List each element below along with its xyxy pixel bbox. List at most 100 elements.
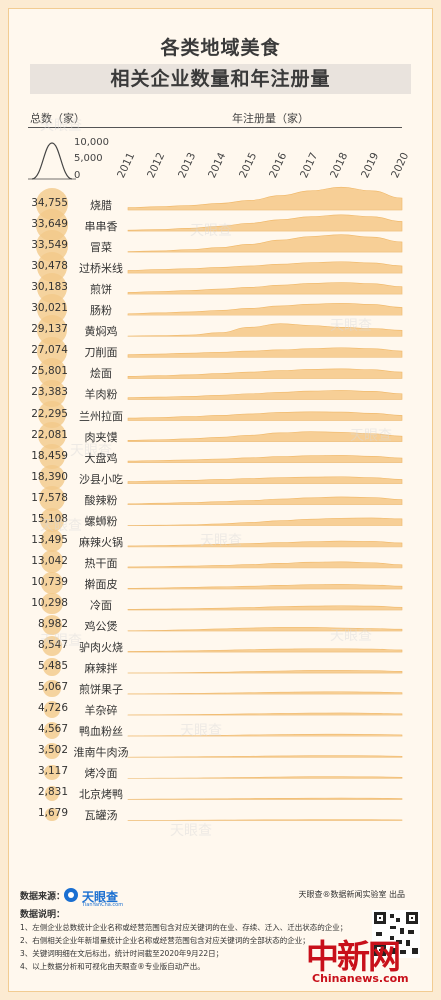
row-name: 北京烤鸭 bbox=[79, 788, 123, 802]
watermark-text: 天眼查 bbox=[40, 633, 82, 649]
total-bubble bbox=[40, 550, 64, 574]
watermark-text: 天眼查 bbox=[350, 428, 392, 444]
row-total: 13,042 bbox=[31, 554, 68, 567]
watermark-text: 天眼查 bbox=[170, 823, 212, 839]
row-total: 5,067 bbox=[37, 681, 68, 694]
row-total: 8,547 bbox=[37, 639, 68, 652]
row-total: 23,383 bbox=[31, 386, 68, 399]
total-header: 总数（家） bbox=[30, 112, 85, 125]
total-bubble bbox=[43, 700, 61, 718]
row-name: 烩面 bbox=[90, 367, 112, 381]
row-total: 30,021 bbox=[31, 302, 68, 315]
series-area bbox=[127, 214, 403, 232]
chinanews-url: Chinanews.com bbox=[312, 972, 409, 985]
series-area bbox=[127, 584, 403, 590]
note-line-3: 3、关键词明细在文后标出，统计时间截至2020年9月22日； bbox=[20, 949, 224, 958]
notes-title: 数据说明： bbox=[20, 910, 66, 920]
series-area bbox=[127, 455, 403, 463]
row-total: 22,081 bbox=[31, 428, 68, 441]
row-name: 肠粉 bbox=[90, 304, 112, 318]
watermark-text: 天眼查 bbox=[40, 118, 82, 134]
row-total: 10,739 bbox=[31, 575, 68, 588]
row-total: 18,459 bbox=[31, 449, 68, 462]
row-total: 17,578 bbox=[31, 491, 68, 504]
total-bubble bbox=[39, 486, 65, 512]
row-name: 煎饼果子 bbox=[79, 683, 123, 697]
row-total: 25,801 bbox=[31, 365, 68, 378]
total-bubble bbox=[44, 743, 60, 760]
series-area bbox=[127, 234, 403, 253]
row-total: 22,295 bbox=[31, 407, 68, 420]
total-bubble bbox=[41, 614, 63, 636]
row-total: 4,726 bbox=[37, 702, 68, 715]
row-name: 沙县小吃 bbox=[79, 472, 123, 486]
total-bubble bbox=[43, 721, 61, 739]
row-name: 烧腊 bbox=[90, 199, 112, 212]
row-name: 鸡公煲 bbox=[84, 620, 118, 633]
row-name: 黄焖鸡 bbox=[84, 325, 118, 339]
chart-title-line2: 相关企业数量和年注册量 bbox=[30, 64, 411, 94]
row-total: 27,074 bbox=[31, 344, 68, 357]
row-total: 34,755 bbox=[31, 197, 68, 209]
legend-label-0: 0 bbox=[74, 170, 81, 181]
chart-title-line1: 各类地域美食 bbox=[160, 37, 281, 59]
tianyancha-logo-icon bbox=[64, 888, 78, 902]
series-area bbox=[127, 261, 403, 274]
watermark-text: 天眼查 bbox=[200, 533, 242, 549]
row-name: 螺蛳粉 bbox=[84, 514, 118, 528]
total-bubble bbox=[41, 572, 63, 594]
row-name: 冷面 bbox=[90, 598, 112, 612]
credit-text: 天眼查®数据新闻实验室 出品 bbox=[298, 890, 405, 899]
source-label: 数据来源： bbox=[20, 892, 66, 902]
row-total: 18,390 bbox=[31, 470, 68, 483]
series-area bbox=[127, 712, 403, 716]
series-area bbox=[127, 302, 403, 316]
series-area bbox=[127, 540, 403, 548]
row-name: 烤冷面 bbox=[84, 767, 118, 781]
total-bubble bbox=[43, 658, 61, 676]
row-total: 3,502 bbox=[37, 744, 68, 757]
row-name: 酸辣粉 bbox=[84, 493, 118, 507]
row-name: 热干面 bbox=[84, 556, 118, 570]
row-total: 1,679 bbox=[37, 807, 68, 820]
note-line-4: 4、以上数据分析和可视化由天眼查®专业版自动产出。 bbox=[20, 962, 205, 971]
series-area bbox=[127, 797, 403, 800]
total-bubble bbox=[40, 507, 64, 532]
row-total: 2,831 bbox=[37, 786, 68, 799]
watermark-text: 天眼查 bbox=[190, 223, 232, 239]
row-total: 5,485 bbox=[37, 660, 68, 673]
watermark-text: 天眼查 bbox=[180, 723, 222, 739]
total-bubble bbox=[43, 679, 61, 697]
series-area bbox=[127, 186, 403, 211]
watermark-text: 天眼查 bbox=[330, 318, 372, 334]
row-name: 羊肉粉 bbox=[84, 388, 118, 402]
series-area bbox=[127, 517, 403, 527]
annual-header: 年注册量（家） bbox=[232, 112, 309, 125]
row-name: 冒菜 bbox=[90, 241, 112, 255]
total-bubble bbox=[42, 636, 62, 656]
chinanews-logo: 中新网 bbox=[306, 937, 401, 976]
series-area bbox=[127, 390, 403, 400]
series-area bbox=[127, 627, 403, 632]
total-bubble bbox=[44, 764, 60, 780]
legend-label-10000: 10,000 bbox=[74, 137, 109, 148]
row-name: 煎饼 bbox=[90, 283, 112, 297]
row-total: 8,982 bbox=[37, 618, 68, 630]
series-area bbox=[127, 411, 403, 421]
note-line-1: 1、左侧企业总数统计企业名称或经营范围包含对应关键词的在业、存续、迁入、迁出状态… bbox=[20, 923, 348, 932]
series-area bbox=[127, 368, 403, 379]
row-name: 兰州拉面 bbox=[79, 409, 123, 423]
total-bubble bbox=[41, 593, 63, 615]
row-name: 瓦罐汤 bbox=[84, 809, 118, 823]
series-area bbox=[127, 431, 403, 442]
row-name: 串串香 bbox=[84, 220, 118, 234]
series-area bbox=[127, 755, 403, 758]
total-bubble bbox=[45, 807, 59, 822]
row-name: 鸭血粉丝 bbox=[79, 725, 123, 739]
series-area bbox=[127, 670, 403, 674]
series-area bbox=[127, 347, 403, 358]
series-area bbox=[127, 733, 403, 737]
row-total: 33,549 bbox=[31, 239, 68, 252]
total-bubble bbox=[44, 785, 60, 801]
